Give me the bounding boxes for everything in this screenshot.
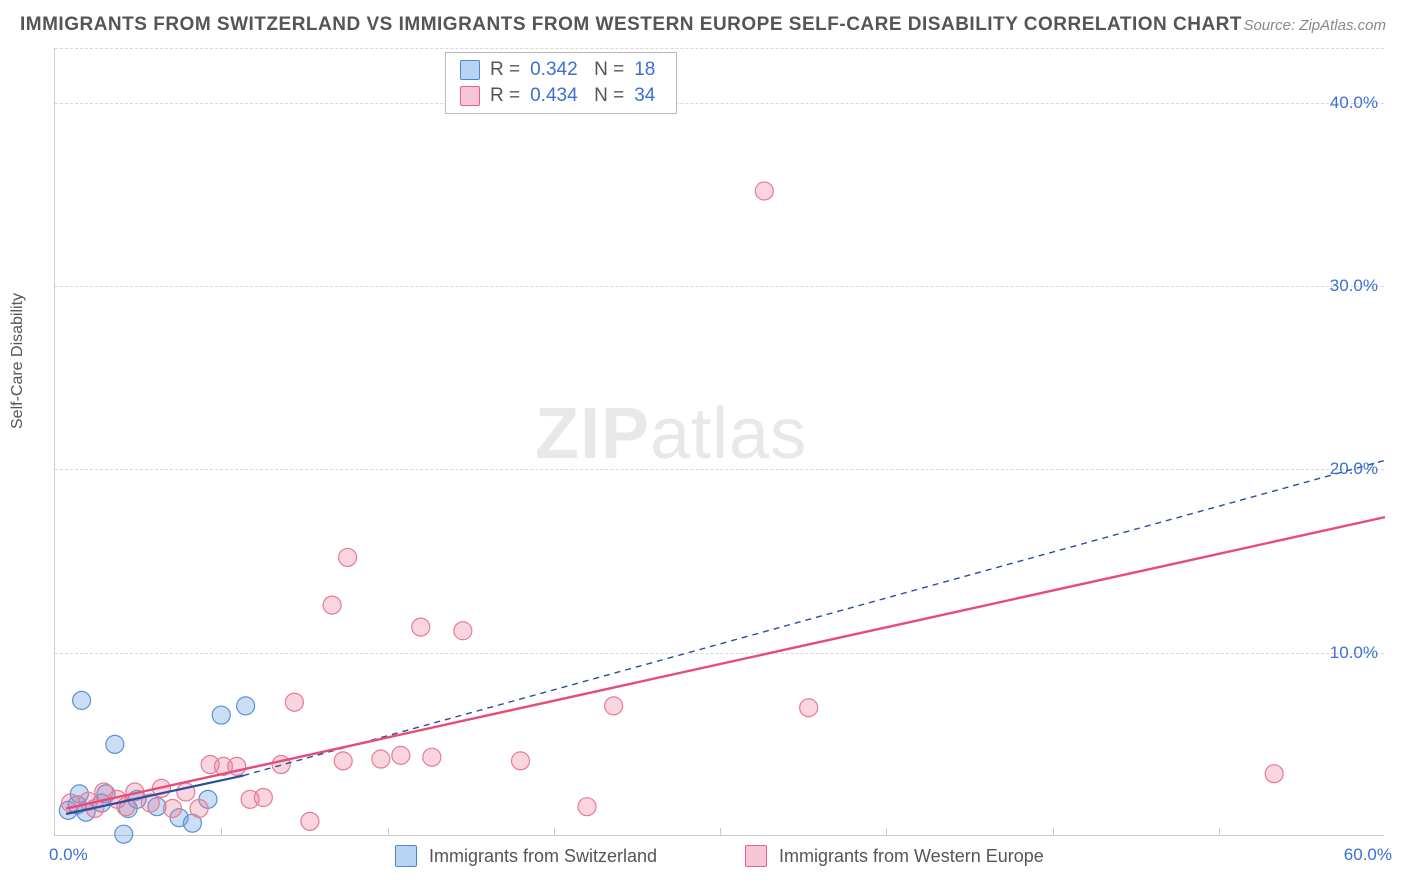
scatter-point-western_europe: [1265, 765, 1283, 783]
y-tick-label: 40.0%: [1330, 93, 1378, 113]
stat-R: 0.342: [530, 59, 584, 81]
scatter-point-western_europe: [272, 756, 290, 774]
scatter-point-western_europe: [512, 752, 530, 770]
stats-row-switzerland: R =0.342N =18: [460, 57, 662, 83]
scatter-point-western_europe: [301, 812, 319, 830]
scatter-point-switzerland: [73, 691, 91, 709]
scatter-point-western_europe: [372, 750, 390, 768]
scatter-point-switzerland: [237, 697, 255, 715]
chart-source: Source: ZipAtlas.com: [1243, 17, 1386, 34]
scatter-point-western_europe: [339, 548, 357, 566]
legend-swatch-0: [395, 845, 417, 867]
chart-plot-area: ZIPatlas R =0.342N =18R =0.434N =34 10.0…: [54, 48, 1384, 836]
scatter-point-western_europe: [323, 596, 341, 614]
scatter-svg: [55, 48, 1384, 835]
scatter-point-switzerland: [212, 706, 230, 724]
scatter-point-switzerland: [115, 825, 133, 843]
stats-row-western_europe: R =0.434N =34: [460, 83, 662, 109]
scatter-point-western_europe: [755, 182, 773, 200]
trend-line-ext-switzerland: [243, 460, 1385, 775]
legend-series-1: Immigrants from Western Europe: [745, 845, 1044, 867]
scatter-point-western_europe: [412, 618, 430, 636]
scatter-point-western_europe: [605, 697, 623, 715]
stats-swatch: [460, 86, 480, 106]
legend-label-1: Immigrants from Western Europe: [779, 846, 1044, 867]
stat-N: 34: [634, 85, 662, 107]
correlation-stats-box: R =0.342N =18R =0.434N =34: [445, 52, 677, 114]
chart-title: IMMIGRANTS FROM SWITZERLAND VS IMMIGRANT…: [20, 14, 1242, 36]
scatter-point-western_europe: [578, 798, 596, 816]
scatter-point-western_europe: [285, 693, 303, 711]
y-tick-label: 30.0%: [1330, 276, 1378, 296]
chart-header: IMMIGRANTS FROM SWITZERLAND VS IMMIGRANT…: [20, 14, 1386, 36]
legend-series-0: Immigrants from Switzerland: [395, 845, 657, 867]
origin-label-y: 0.0%: [49, 845, 88, 865]
stat-N: 18: [634, 59, 662, 81]
scatter-point-western_europe: [62, 794, 80, 812]
stat-R: 0.434: [530, 85, 584, 107]
scatter-point-western_europe: [163, 800, 181, 818]
scatter-point-western_europe: [190, 800, 208, 818]
scatter-point-western_europe: [800, 699, 818, 717]
y-tick-label: 20.0%: [1330, 459, 1378, 479]
scatter-point-western_europe: [254, 789, 272, 807]
stats-swatch: [460, 60, 480, 80]
scatter-point-western_europe: [334, 752, 352, 770]
legend-label-0: Immigrants from Switzerland: [429, 846, 657, 867]
y-tick-label: 10.0%: [1330, 643, 1378, 663]
legend-swatch-1: [745, 845, 767, 867]
scatter-point-western_europe: [454, 622, 472, 640]
y-axis-label: Self-Care Disability: [9, 293, 27, 429]
scatter-point-western_europe: [392, 746, 410, 764]
scatter-point-western_europe: [423, 748, 441, 766]
trend-line-western_europe: [66, 517, 1385, 808]
x-max-label: 60.0%: [1344, 845, 1392, 865]
scatter-point-switzerland: [106, 735, 124, 753]
